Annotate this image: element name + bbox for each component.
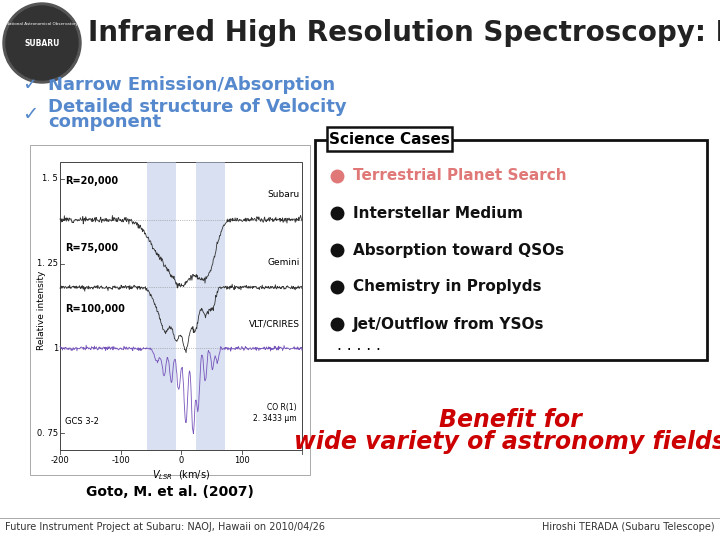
Text: ✓: ✓	[22, 105, 38, 124]
Text: $V_{LSR}$  (km/s): $V_{LSR}$ (km/s)	[152, 468, 210, 482]
Text: Narrow Emission/Absorption: Narrow Emission/Absorption	[48, 76, 335, 94]
Bar	[196, 162, 225, 450]
Text: 1. 5: 1. 5	[42, 174, 58, 184]
Text: Detailed structure of Velocity: Detailed structure of Velocity	[48, 98, 346, 116]
Text: Terrestrial Planet Search: Terrestrial Planet Search	[353, 168, 567, 184]
Text: 0. 75: 0. 75	[37, 429, 58, 437]
Text: R=20,000: R=20,000	[65, 176, 118, 186]
Ellipse shape	[6, 6, 78, 80]
Text: Subaru: Subaru	[268, 190, 300, 199]
Text: R=75,000: R=75,000	[65, 244, 118, 253]
Text: -100: -100	[111, 456, 130, 465]
Text: -200: -200	[50, 456, 69, 465]
Text: SUBARU: SUBARU	[24, 38, 60, 48]
Bar	[327, 127, 452, 151]
Text: VLT/CRIRES: VLT/CRIRES	[249, 319, 300, 328]
Text: Goto, M. et al. (2007): Goto, M. et al. (2007)	[86, 485, 254, 499]
Text: Interstellar Medium: Interstellar Medium	[353, 206, 523, 220]
Text: . . . . .: . . . . .	[337, 339, 381, 354]
Text: CO R(1)
2. 3433 μm: CO R(1) 2. 3433 μm	[253, 403, 297, 423]
Text: 1. 25: 1. 25	[37, 259, 58, 268]
Text: Relative intensity: Relative intensity	[37, 271, 45, 350]
Text: 1: 1	[53, 344, 58, 353]
Text: GCS 3-2: GCS 3-2	[65, 417, 99, 426]
Text: Absorption toward QSOs: Absorption toward QSOs	[353, 242, 564, 258]
Text: wide variety of astronomy fields: wide variety of astronomy fields	[294, 430, 720, 454]
Text: National Astronomical Observatory: National Astronomical Observatory	[6, 22, 78, 26]
Text: Future Instrument Project at Subaru: NAOJ, Hawaii on 2010/04/26: Future Instrument Project at Subaru: NAO…	[5, 522, 325, 532]
Text: Hiroshi TERADA (Subaru Telescope): Hiroshi TERADA (Subaru Telescope)	[542, 522, 715, 532]
Text: 0: 0	[179, 456, 184, 465]
Text: Gemini: Gemini	[268, 258, 300, 267]
Text: ✓: ✓	[22, 76, 38, 94]
Bar	[147, 162, 176, 450]
Text: Infrared High Resolution Spectroscopy: Merits: Infrared High Resolution Spectroscopy: M…	[88, 19, 720, 47]
Text: Chemistry in Proplyds: Chemistry in Proplyds	[353, 280, 541, 294]
Bar	[315, 140, 707, 360]
Text: component: component	[48, 113, 161, 131]
Text: Benefit for: Benefit for	[438, 408, 582, 432]
Text: R=100,000: R=100,000	[65, 305, 125, 314]
Ellipse shape	[3, 3, 81, 83]
Text: Science Cases: Science Cases	[329, 132, 450, 146]
Text: 100: 100	[233, 456, 249, 465]
Text: Jet/Outflow from YSOs: Jet/Outflow from YSOs	[353, 316, 544, 332]
Bar	[60, 162, 302, 450]
Bar	[30, 145, 310, 475]
